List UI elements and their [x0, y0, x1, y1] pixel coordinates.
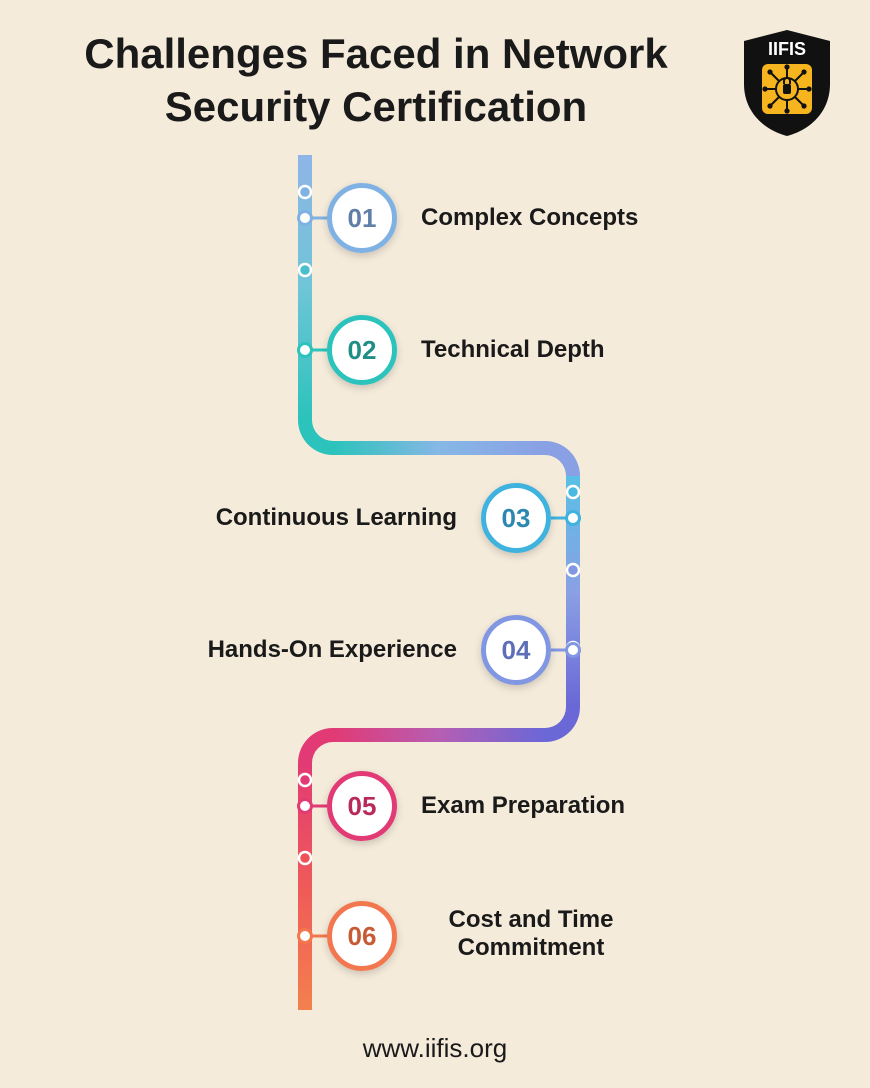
- step-node-02: 02: [327, 315, 397, 385]
- step-node-03: 03: [481, 483, 551, 553]
- step-label: Complex Concepts: [421, 204, 638, 232]
- step-label: Technical Depth: [421, 336, 605, 364]
- footer-url: www.iifis.org: [0, 1033, 870, 1064]
- step-label: Cost and Time Commitment: [421, 906, 641, 962]
- step-label: Hands-On Experience: [208, 636, 457, 664]
- step-node-01: 01: [327, 183, 397, 253]
- step-label: Continuous Learning: [216, 504, 457, 532]
- step-node-04: 04: [481, 615, 551, 685]
- step-label: Exam Preparation: [421, 792, 625, 820]
- step-node-06: 06: [327, 901, 397, 971]
- step-node-05: 05: [327, 771, 397, 841]
